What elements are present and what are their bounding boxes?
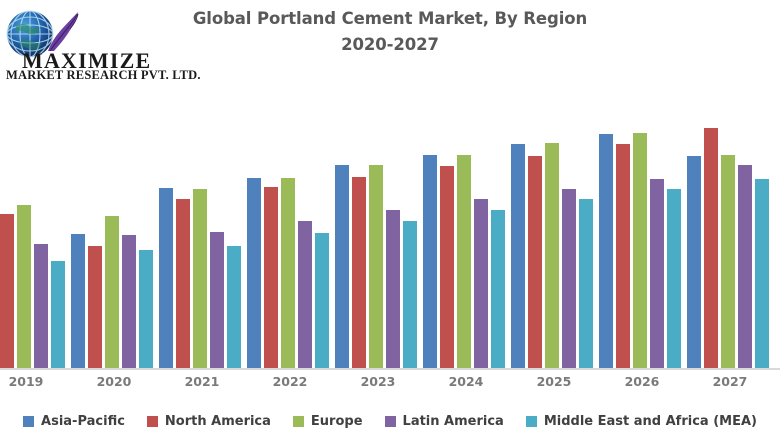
bar-2020-middle-east-and-africa-mea — [139, 250, 153, 368]
bar-2027-north-america — [704, 128, 718, 368]
x-tick-2027: 2027 — [712, 374, 748, 389]
bar-2020-latin-america — [122, 235, 136, 368]
company-logo: MAXIMIZE MARKET RESEARCH PVT. LTD. — [4, 8, 201, 82]
legend-label: Asia-Pacific — [41, 413, 125, 429]
legend-label: Europe — [310, 413, 363, 429]
globe-icon — [6, 10, 54, 58]
x-axis-line — [0, 368, 780, 370]
x-tick-2023: 2023 — [360, 374, 396, 389]
bar-2019-middle-east-and-africa-mea — [51, 261, 65, 368]
bar-2026-middle-east-and-africa-mea — [667, 189, 681, 368]
legend-swatch-icon — [146, 415, 158, 427]
legend-item-latin-america[interactable]: Latin America — [384, 413, 504, 429]
bar-2020-north-america — [88, 246, 102, 368]
bar-2020-asia-pacific — [71, 234, 85, 368]
legend-item-north-america[interactable]: North America — [146, 413, 271, 429]
chart-title-line-2: 2020-2027 — [341, 35, 439, 54]
bar-2026-latin-america — [650, 179, 664, 368]
swoosh-icon — [48, 12, 79, 52]
logo-name-secondary: MARKET RESEARCH PVT. LTD. — [6, 68, 201, 82]
bar-2022-north-america — [264, 187, 278, 368]
legend-swatch-icon — [23, 415, 35, 427]
legend-swatch-icon — [384, 415, 396, 427]
bar-2021-latin-america — [210, 232, 224, 368]
legend-item-asia-pacific[interactable]: Asia-Pacific — [23, 414, 125, 429]
x-tick-2020: 2020 — [96, 374, 132, 389]
x-tick-2026: 2026 — [624, 374, 660, 389]
bar-chart-plot-area — [0, 128, 780, 370]
bar-2025-europe — [545, 143, 559, 368]
x-tick-2021: 2021 — [184, 374, 220, 389]
bar-2022-latin-america — [298, 221, 312, 368]
bar-2025-middle-east-and-africa-mea — [579, 199, 593, 368]
bar-2022-europe — [281, 178, 295, 368]
bar-2027-latin-america — [738, 165, 752, 368]
bar-2024-asia-pacific — [423, 155, 437, 368]
x-tick-2019: 2019 — [8, 374, 44, 389]
bar-2019-latin-america — [34, 244, 48, 368]
bar-2019-europe — [17, 205, 31, 368]
bar-2026-europe — [633, 133, 647, 368]
bar-2025-asia-pacific — [511, 144, 525, 368]
bar-2022-middle-east-and-africa-mea — [315, 233, 329, 368]
bar-2023-europe — [369, 165, 383, 368]
legend-label: Middle East and Africa (MEA) — [543, 413, 757, 429]
legend-swatch-icon — [292, 415, 304, 427]
x-tick-2022: 2022 — [272, 374, 308, 389]
x-tick-2025: 2025 — [536, 374, 572, 389]
bar-2026-north-america — [616, 144, 630, 368]
bar-2019-north-america — [0, 214, 14, 368]
bar-2025-north-america — [528, 156, 542, 368]
logo-name-primary: MAXIMIZE — [22, 48, 152, 73]
bar-2021-europe — [193, 189, 207, 368]
legend-item-europe[interactable]: Europe — [292, 413, 363, 429]
bar-2023-latin-america — [386, 210, 400, 368]
bar-2024-middle-east-and-africa-mea — [491, 210, 505, 368]
bar-2023-middle-east-and-africa-mea — [403, 221, 417, 368]
bar-2023-asia-pacific — [335, 165, 349, 368]
bar-2027-middle-east-and-africa-mea — [755, 179, 769, 368]
bar-2025-latin-america — [562, 189, 576, 368]
bar-2027-europe — [721, 155, 735, 368]
legend-label: Latin America — [402, 413, 504, 429]
bar-2021-asia-pacific — [159, 188, 173, 368]
legend-label: North America — [164, 413, 271, 429]
legend-item-middle-east-and-africa-mea[interactable]: Middle East and Africa (MEA) — [525, 413, 757, 429]
chart-legend: Asia-Pacific North America Europe Latin Ame… — [0, 408, 780, 434]
chart-title: Global Portland Cement Market, By Region… — [190, 6, 590, 58]
bar-2024-north-america — [440, 166, 454, 368]
bar-2024-latin-america — [474, 199, 488, 368]
x-tick-2024: 2024 — [448, 374, 484, 389]
bar-2023-north-america — [352, 177, 366, 368]
bar-2021-north-america — [176, 199, 190, 368]
bar-2020-europe — [105, 216, 119, 368]
x-axis-tick-labels: 2019 2020 2021 2022 2023 2024 2025 2026 2027 — [0, 374, 780, 396]
bar-2022-asia-pacific — [247, 178, 261, 368]
chart-title-line-1: Global Portland Cement Market, By Region — [192, 9, 588, 28]
bar-2026-asia-pacific — [599, 134, 613, 368]
legend-swatch-icon — [525, 415, 537, 427]
bar-2027-asia-pacific — [687, 156, 701, 368]
bar-2024-europe — [457, 155, 471, 368]
bar-2021-middle-east-and-africa-mea — [227, 246, 241, 368]
